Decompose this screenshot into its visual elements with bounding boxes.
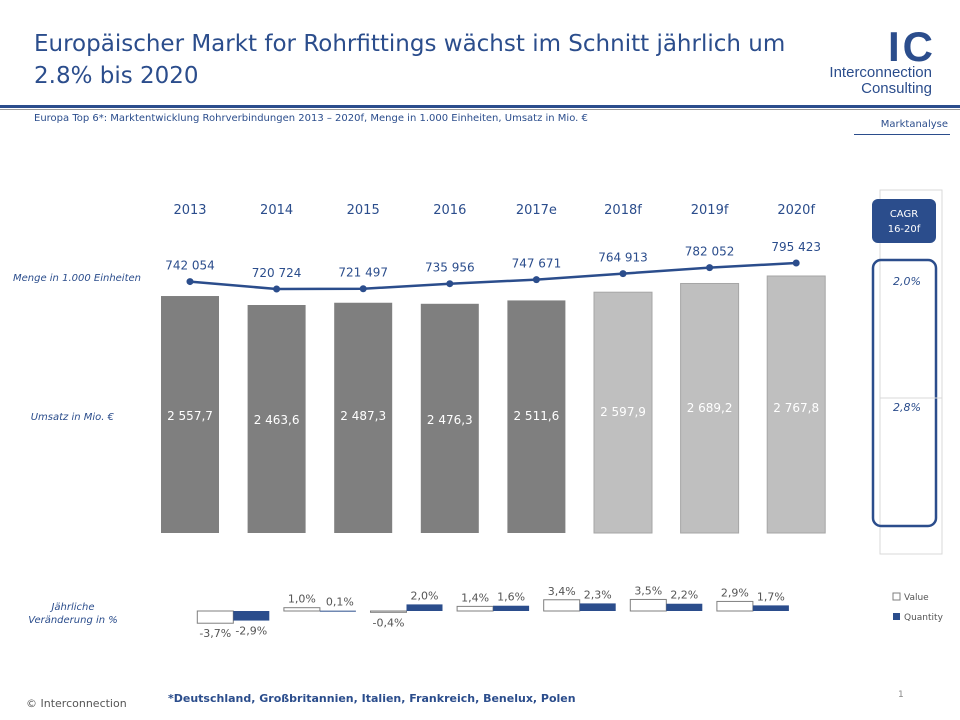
logo-mark: IC	[888, 23, 936, 70]
change-quantity-label: 0,1%	[326, 596, 354, 609]
revenue-bar	[766, 275, 826, 534]
change-value-bar	[456, 605, 494, 612]
change-quantity-label: 2,2%	[670, 589, 698, 602]
chart-subtitle: Europa Top 6*: Marktentwicklung Rohrverb…	[34, 113, 588, 124]
change-quantity-bar	[406, 604, 443, 611]
revenue-bar	[593, 291, 653, 534]
year-label: 2014	[260, 203, 293, 218]
revenue-bar	[247, 305, 306, 533]
change-value-label: 3,5%	[634, 584, 662, 597]
revenue-value-label: 2 476,3	[427, 413, 473, 427]
quantity-value-label: 747 671	[512, 257, 562, 271]
logo-line-2: Consulting	[861, 80, 932, 97]
revenue-row-label: Umsatz in Mio. €	[31, 412, 115, 423]
page-number: 1	[898, 690, 904, 700]
change-quantity-label: 1,7%	[757, 590, 785, 603]
quantity-value-label: 721 497	[338, 266, 388, 280]
quantity-value-label: 720 724	[252, 266, 302, 280]
change-quantity-label: 2,3%	[584, 588, 612, 601]
revenue-value-label: 2 557,7	[167, 409, 213, 423]
footnote: *Deutschland, Großbritannien, Italien, F…	[168, 692, 576, 705]
quantity-point	[532, 276, 540, 284]
change-row-label: Jährliche Veränderung in %	[28, 602, 118, 626]
change-value-bar	[543, 599, 581, 612]
year-label: 2019f	[691, 203, 729, 218]
change-quantity-bar	[666, 603, 703, 611]
change-value-bar	[716, 600, 754, 612]
revenue-value-label: 2 767,8	[773, 401, 819, 415]
change-value-bar	[283, 607, 321, 612]
cagr-header-box	[872, 199, 936, 243]
section-underline	[854, 134, 950, 135]
change-value-label: -0,4%	[373, 616, 405, 629]
cagr-title-line: 16-20f	[888, 224, 921, 235]
quantity-value-label: 795 423	[771, 240, 821, 254]
section-label: Marktanalyse	[880, 119, 948, 130]
change-value-label: 2,9%	[721, 586, 749, 599]
change-quantity-label: -2,9%	[235, 625, 267, 638]
footer-copyright: © Interconnection	[26, 697, 127, 710]
revenue-bar	[507, 300, 566, 533]
revenue-value-label: 2 597,9	[600, 405, 646, 419]
quantity-point	[619, 270, 627, 278]
quantity-point	[273, 285, 281, 293]
legend-quantity-label: Quantity	[904, 613, 944, 623]
change-quantity-label: 1,6%	[497, 591, 525, 604]
legend-value-swatch	[892, 592, 901, 601]
change-quantity-bar	[579, 603, 616, 611]
quantity-value-label: 764 913	[598, 251, 648, 265]
revenue-value-label: 2 689,2	[687, 401, 733, 415]
revenue-value-label: 2 463,6	[254, 413, 300, 427]
header-divider	[0, 105, 960, 108]
logo-line-1: Interconnection	[829, 64, 932, 81]
year-label: 2018f	[604, 203, 642, 218]
year-label: 2020f	[777, 203, 815, 218]
change-quantity-bar	[752, 605, 789, 611]
quantity-value-label: 735 956	[425, 261, 475, 275]
quantity-point	[446, 280, 454, 288]
cagr-revenue-value: 2,8%	[893, 401, 921, 414]
revenue-bar	[420, 303, 479, 533]
quantity-point	[706, 264, 714, 272]
revenue-value-label: 2 511,6	[513, 409, 559, 423]
year-label: 2016	[433, 203, 466, 218]
change-value-bar	[370, 610, 407, 613]
change-value-bar	[196, 610, 234, 624]
change-quantity-bar	[319, 610, 356, 612]
quantity-row-label: Menge in 1.000 Einheiten	[13, 273, 141, 284]
revenue-bar	[680, 282, 740, 534]
quantity-value-label: 782 052	[685, 245, 735, 259]
cagr-quantity-value: 2,0%	[893, 275, 921, 288]
company-logo: IC Interconnection Consulting	[818, 26, 938, 102]
year-label: 2015	[347, 203, 380, 218]
change-value-label: 1,0%	[288, 593, 316, 606]
revenue-bar	[334, 302, 393, 533]
change-value-label: 3,4%	[548, 585, 576, 598]
quantity-point	[792, 259, 800, 267]
page-title: Europäischer Markt for Rohrfittings wäch…	[34, 31, 786, 89]
quantity-point	[186, 278, 194, 286]
legend-quantity-swatch	[893, 613, 900, 620]
change-quantity-bar	[493, 605, 530, 611]
year-label: 2017e	[516, 203, 557, 218]
revenue-value-label: 2 487,3	[340, 409, 386, 423]
change-value-label: -3,7%	[199, 627, 231, 640]
cagr-panel-background	[879, 189, 943, 555]
quantity-line	[189, 261, 797, 291]
change-value-bar	[629, 598, 667, 612]
change-quantity-bar	[233, 611, 270, 621]
year-label: 2013	[173, 203, 206, 218]
revenue-bar	[161, 296, 219, 533]
header-divider-thin	[0, 109, 960, 110]
change-value-label: 1,4%	[461, 591, 489, 604]
quantity-point	[359, 285, 367, 293]
cagr-values-frame	[871, 258, 938, 528]
change-quantity-label: 2,0%	[411, 589, 439, 602]
cagr-title-line: CAGR	[890, 209, 918, 220]
quantity-value-label: 742 054	[165, 259, 215, 273]
legend-value-label: Value	[904, 593, 929, 603]
